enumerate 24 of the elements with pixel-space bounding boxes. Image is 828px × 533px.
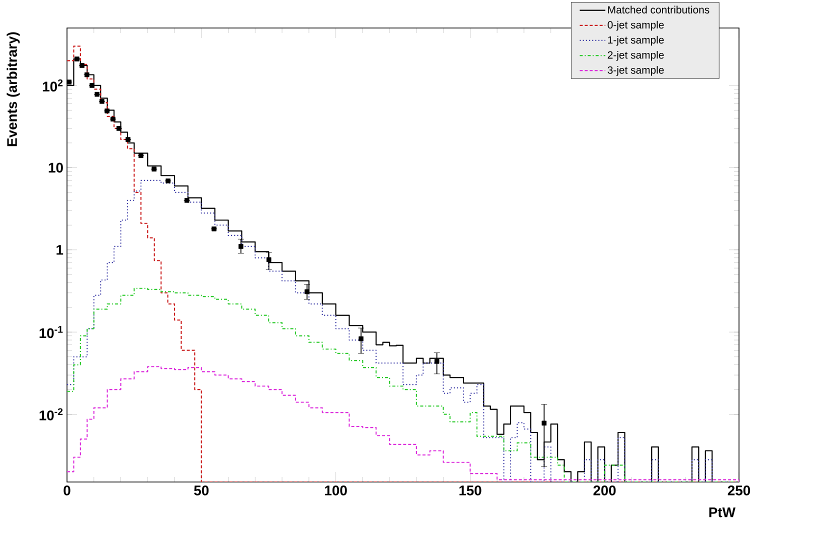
legend-label: 2-jet sample bbox=[608, 50, 664, 61]
legend-label: 1-jet sample bbox=[608, 36, 664, 46]
point bbox=[304, 289, 310, 294]
y-tick-label: 10$^{-2}$ bbox=[40, 408, 63, 420]
point bbox=[434, 358, 440, 364]
y-tick-label: 10 bbox=[48, 162, 63, 173]
x-tick-label: 100 bbox=[325, 486, 347, 496]
legend-label: 0-jet sample bbox=[608, 20, 664, 31]
y-tick-label: 10$^{2}$ bbox=[42, 79, 63, 92]
x-tick-label: 50 bbox=[194, 486, 209, 496]
y-tick-label: 1 bbox=[56, 245, 64, 255]
point bbox=[542, 420, 547, 426]
point bbox=[358, 336, 364, 342]
point bbox=[238, 244, 244, 249]
x-tick-label: 150 bbox=[459, 486, 482, 496]
x-axis-title: PtW bbox=[709, 508, 736, 518]
x-tick-label: 0 bbox=[64, 486, 70, 496]
x-tick-label: 200 bbox=[593, 486, 616, 496]
legend-label: 3-jet sample bbox=[608, 66, 664, 76]
legend-label: Matched contributions bbox=[608, 6, 710, 14]
point bbox=[266, 257, 272, 262]
y-axis-title: Events (arbitrary) bbox=[6, 32, 20, 146]
y-tick-label: 10$^{-1}$ bbox=[40, 326, 63, 338]
x-tick-label: 250 bbox=[728, 486, 750, 496]
